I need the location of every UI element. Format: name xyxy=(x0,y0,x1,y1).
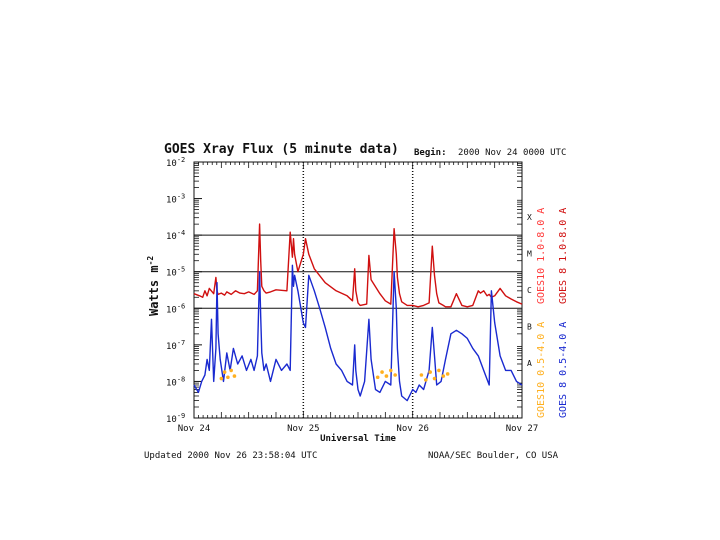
begin-value: 2000 Nov 24 0000 UTC xyxy=(458,148,566,158)
legend: GOES10 1.0-8.0 A GOES10 0.5-4.0 A GOES 8 1… xyxy=(536,208,569,418)
y-axis-label: Watts m-2 xyxy=(146,256,161,316)
data-point-goes10-short xyxy=(423,378,428,382)
plot-frame xyxy=(193,161,523,419)
legend-entry: GOES 8 0.5-4.0 A xyxy=(558,322,569,418)
x-tick-label: Nov 25 xyxy=(287,424,320,434)
data-point-goes10-short xyxy=(222,370,227,374)
flare-class-label: C xyxy=(527,286,532,295)
updated-timestamp: Updated 2000 Nov 26 23:58:04 UTC xyxy=(144,451,317,461)
begin-label: Begin: xyxy=(414,147,447,158)
x-axis-label: Universal Time xyxy=(320,433,396,444)
series-line-long-band xyxy=(193,223,523,308)
y-tick-label: 10-5 xyxy=(166,266,185,279)
y-tick-label: 10-3 xyxy=(166,193,185,206)
x-tick-label: Nov 26 xyxy=(396,424,429,434)
data-point-goes10-short xyxy=(419,373,424,377)
credit-text: NOAA/SEC Boulder, CO USA xyxy=(428,451,559,461)
data-point-goes10-short xyxy=(432,376,437,381)
y-tick-label: 10-4 xyxy=(166,229,185,242)
x-tick-label: Nov 24 xyxy=(178,424,211,434)
y-tick-label: 10-7 xyxy=(166,339,185,352)
data-point-goes10-short xyxy=(232,374,237,378)
y-tick-label: 10-8 xyxy=(166,375,185,388)
plot-area: 10-2 10-3 10-4 10-5 10-6 10-7 10-8 10-9 X M C B A Nov… xyxy=(166,156,538,434)
flare-class-label: M xyxy=(527,249,532,258)
legend-entry: GOES 8 1.0-8.0 A xyxy=(558,208,569,304)
flare-class-label: A xyxy=(527,359,532,368)
data-point-goes10-short xyxy=(428,370,432,374)
legend-entry: GOES10 1.0-8.0 A xyxy=(536,208,547,304)
data-point-goes10-short xyxy=(375,375,380,380)
data-point-goes10-short xyxy=(445,372,450,376)
y-tick-label: 10-9 xyxy=(166,412,185,425)
data-point-goes10-short xyxy=(437,368,441,373)
data-point-goes10-short xyxy=(441,374,446,378)
y-tick-label: 10-6 xyxy=(166,302,185,315)
flare-class-label: X xyxy=(527,213,532,222)
series-line-short-band xyxy=(193,264,523,402)
data-point-goes10-short xyxy=(226,375,230,380)
data-point-goes10-short xyxy=(389,368,393,373)
data-point-goes10-short xyxy=(384,374,389,378)
legend-entry: GOES10 0.5-4.0 A xyxy=(536,322,547,418)
data-point-goes10-short xyxy=(219,376,224,381)
flare-class-label: B xyxy=(527,323,532,332)
chart-title: GOES Xray Flux (5 minute data) xyxy=(164,142,399,157)
y-tick-label: 10-2 xyxy=(166,156,185,169)
data-point-goes10-short xyxy=(380,370,384,374)
data-point-goes10-short xyxy=(393,373,397,377)
data-point-goes10-short xyxy=(229,368,233,373)
x-tick-label: Nov 27 xyxy=(506,424,539,434)
